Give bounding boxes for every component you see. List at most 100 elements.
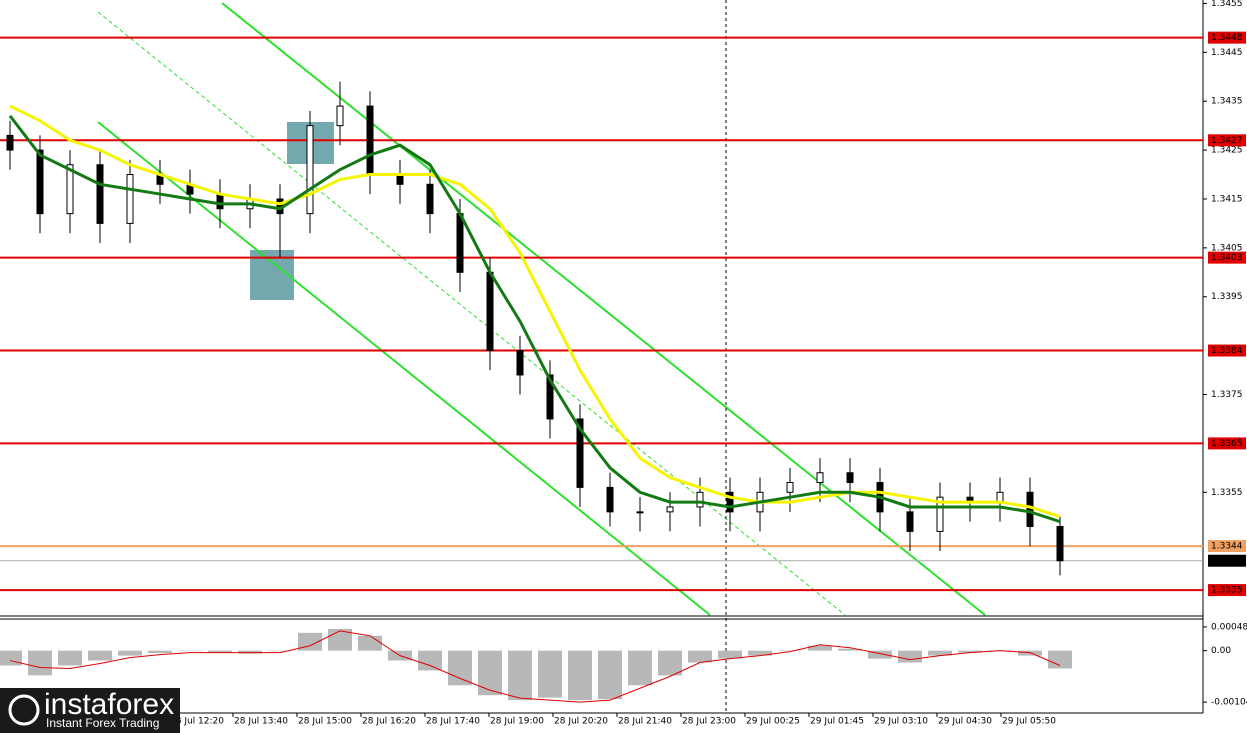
y-tick-label: 1.3445 [1211, 48, 1243, 58]
candle-body [336, 105, 344, 127]
level-line-label: 1.3427 [1211, 136, 1243, 146]
x-tick-label: 29 Jul 05:50 [1002, 717, 1056, 727]
osc-tick-label: -0.00104 [1211, 698, 1247, 708]
bid-line-tag [1208, 540, 1246, 553]
candle-body [456, 213, 464, 273]
x-tick-label: 28 Jul 21:40 [618, 717, 672, 727]
histogram-bar [688, 650, 712, 663]
x-tick-label: 28 Jul 19:00 [490, 717, 544, 727]
candle-body [216, 193, 224, 210]
histogram-bar [298, 632, 322, 651]
candle-body [126, 174, 134, 224]
histogram-bar [208, 650, 232, 653]
x-tick-label: 29 Jul 00:25 [746, 717, 800, 727]
histogram-bar [88, 650, 112, 661]
level-line-tag [1208, 344, 1246, 357]
histogram-bar [358, 635, 382, 651]
histogram-bar [898, 650, 922, 663]
osc-tick-label: 0.00048 [1211, 622, 1247, 632]
x-tick-label: 29 Jul 04:30 [938, 717, 992, 727]
histogram-bar [958, 650, 982, 653]
level-line-tag [1208, 437, 1246, 450]
candle-body [666, 506, 674, 513]
histogram-bar [928, 650, 952, 656]
logo: instaforex Instant Forex Trading [0, 688, 180, 733]
histogram-bar [478, 650, 502, 696]
histogram-bar [508, 650, 532, 701]
histogram-bar [598, 650, 622, 700]
signal-line [9, 630, 1061, 703]
decoration [97, 0, 986, 713]
level-line-label: 1.3335 [1211, 586, 1243, 596]
candle-body [726, 491, 734, 513]
histogram-bar [418, 650, 442, 671]
y-tick-label: 1.3395 [1211, 292, 1243, 302]
histogram-bar [448, 650, 472, 686]
x-tick-label: 28 Jul 13:40 [234, 717, 288, 727]
logo-icon [8, 694, 40, 726]
histogram-bar [778, 650, 802, 652]
level-line-label: 1.3365 [1211, 439, 1243, 449]
level-line-label: 1.3384 [1211, 346, 1243, 356]
y-tick-label: 1.3355 [1211, 488, 1243, 498]
x-tick-label: 29 Jul 03:10 [874, 717, 928, 727]
histogram-bar [628, 650, 652, 686]
candle-body [366, 105, 374, 176]
candle-body [546, 374, 554, 420]
x-tick-label: 28 Jul 16:20 [362, 717, 416, 727]
histogram-bar [28, 650, 52, 676]
channel-mid [97, 11, 846, 616]
y-tick-label: 1.3455 [1211, 0, 1243, 9]
candle-body [696, 491, 704, 508]
histogram-bar [718, 650, 742, 659]
level-line-tag [1208, 584, 1246, 597]
x-tick-label: 28 Jul 17:40 [426, 717, 480, 727]
candle-body [636, 511, 644, 514]
histogram-bar [148, 650, 172, 654]
x-tick-label: 28 Jul 15:00 [298, 717, 352, 727]
candle-body [1026, 491, 1034, 528]
logo-name: instaforex [44, 688, 174, 721]
y-tick-label: 1.3415 [1211, 194, 1243, 204]
histogram-bar [58, 650, 82, 666]
y-tick-label: 1.3375 [1211, 390, 1243, 400]
candle-body [516, 350, 524, 376]
moving-average [9, 104, 1061, 519]
candle-body [6, 134, 14, 151]
candle-body [846, 472, 854, 484]
bid-line-label: 1.3344 [1211, 542, 1243, 552]
x-tick-label: 29 Jul 01:45 [810, 717, 864, 727]
current-price-line-tag [1208, 554, 1246, 567]
level-line-tag [1208, 31, 1246, 44]
current-price-line-label: 1.3341 [1211, 556, 1243, 566]
candle-body [66, 164, 74, 215]
candle-body [816, 472, 824, 484]
channel-line [97, 121, 711, 616]
y-tick-label: 1.3425 [1211, 146, 1243, 156]
candle-body [576, 418, 584, 488]
histogram-bar [118, 650, 142, 656]
y-tick-label: 1.3405 [1211, 243, 1243, 253]
candle-body [486, 271, 494, 352]
candle-body [936, 496, 944, 532]
histogram-bar [568, 650, 592, 701]
channel-line [221, 2, 986, 616]
osc-tick-label: 0.00 [1211, 646, 1231, 656]
x-tick-label: 28 Jul 20:20 [554, 717, 608, 727]
candle-body [606, 486, 614, 513]
y-tick-label: 1.3435 [1211, 97, 1243, 107]
level-line-tag [1208, 134, 1246, 147]
histogram-bar [268, 650, 292, 652]
candle-body [426, 183, 434, 215]
histogram-bar [1048, 650, 1072, 669]
histogram-bar [658, 650, 682, 676]
histogram-bar [808, 645, 832, 651]
histogram-bar [868, 650, 892, 659]
histogram-bar [748, 650, 772, 656]
histogram-bar [0, 650, 22, 666]
candle-body [306, 125, 314, 215]
x-tick-label: 28 Jul 23:00 [682, 717, 736, 727]
x-tick-label: 28 Jul 12:20 [170, 717, 224, 727]
candle-body [786, 482, 794, 493]
